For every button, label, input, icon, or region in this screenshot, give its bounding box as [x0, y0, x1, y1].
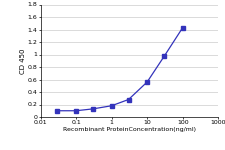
Y-axis label: CD 450: CD 450 [20, 48, 26, 74]
X-axis label: Recombinant ProteinConcentration(ng/ml): Recombinant ProteinConcentration(ng/ml) [63, 127, 196, 132]
